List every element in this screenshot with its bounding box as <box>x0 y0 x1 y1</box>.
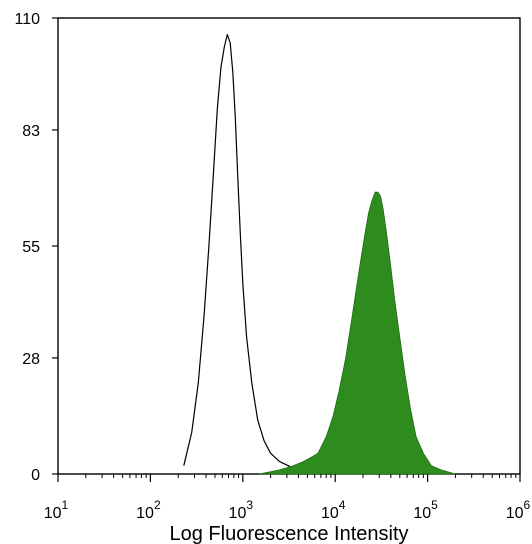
series-0-outline-histogram <box>183 34 312 475</box>
x-tick-label: 104 <box>321 498 346 522</box>
x-tick-label: 103 <box>229 498 254 522</box>
x-axis-title: Log Fluorescence Intensity <box>169 523 408 544</box>
x-axis: 101 102 103 104 105 106 <box>44 474 531 522</box>
y-axis: 0 28 55 83 110 <box>14 11 58 484</box>
x-tick-label: 102 <box>136 498 161 522</box>
y-tick-label: 110 <box>14 11 40 28</box>
series-1-filled-histogram <box>259 191 456 475</box>
plot-frame <box>57 17 521 475</box>
y-tick-label: 0 <box>31 467 40 484</box>
y-tick-label: 55 <box>22 239 40 256</box>
y-tick-label: 83 <box>22 123 40 140</box>
y-tick-label: 28 <box>22 351 40 368</box>
series-layer <box>183 34 456 475</box>
x-tick-label: 105 <box>413 498 438 522</box>
x-tick-label: 106 <box>506 498 531 522</box>
x-tick-label: 101 <box>44 498 69 522</box>
